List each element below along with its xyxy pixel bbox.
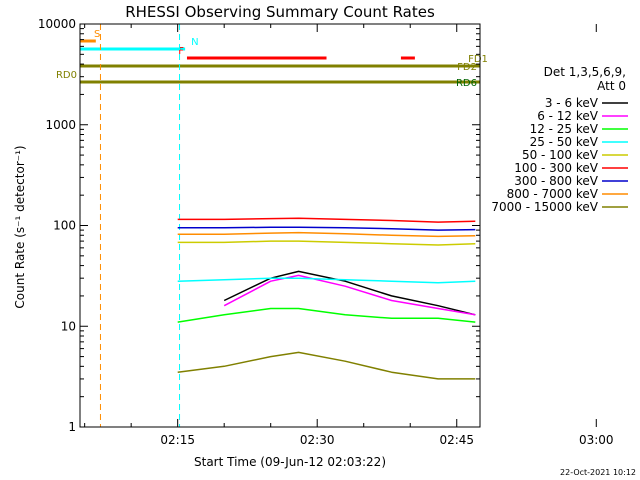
x-tick-label: 02:30: [300, 433, 335, 447]
legend-entry-label: 300 - 800 keV: [514, 174, 598, 188]
series-line-6: [177, 226, 476, 231]
plot-frame: [79, 23, 481, 428]
chart-title: RHESSI Observing Summary Count Rates: [125, 3, 435, 21]
x-tick-label: 02:15: [160, 433, 195, 447]
legend-entry-label: 50 - 100 keV: [522, 148, 599, 162]
series-line-4: [177, 240, 476, 246]
legend-entry-label: 800 - 7000 keV: [507, 187, 599, 201]
series-line-3: [177, 277, 476, 284]
x-axis-label: Start Time (09-Jun-12 02:03:22): [194, 455, 386, 469]
series-line-8: [177, 351, 476, 380]
flag-label-rd6: RD6: [456, 78, 477, 89]
legend-entry-label: 25 - 50 keV: [530, 135, 599, 149]
series-line-2: [177, 307, 476, 323]
legend-entry-label: 7000 - 15000 keV: [491, 200, 598, 214]
legend-header-line1: Det 1,3,5,6,9,: [544, 65, 626, 79]
legend-entry-label: 100 - 300 keV: [514, 161, 598, 175]
flag-label-fd1: FD1: [468, 54, 488, 65]
y-axis-label: Count Rate (s⁻¹ detector⁻¹): [13, 145, 27, 308]
legend-entry-label: 6 - 12 keV: [537, 109, 599, 123]
y-tick-label: 10000: [38, 17, 76, 31]
y-tick-label: 1: [68, 420, 76, 434]
y-tick-label: 10: [61, 319, 76, 333]
legend-header-line2: Att 0: [597, 79, 626, 93]
flag-label-n: N: [191, 37, 198, 48]
axes: 11010010001000002:1502:3002:4503:0003:15…: [38, 17, 614, 447]
flag-label-rd0: RD0: [56, 70, 77, 81]
y-tick-label: 100: [53, 219, 76, 233]
flag-label-fd2: FD2: [457, 62, 477, 73]
series-line-7: [177, 231, 476, 238]
flag-label-f: F: [178, 46, 184, 57]
flag-label-s: S: [94, 29, 100, 40]
legend-entry-label: 3 - 6 keV: [545, 96, 599, 110]
x-tick-label: 02:45: [439, 433, 474, 447]
series-line-5: [177, 217, 476, 223]
data-series: [177, 217, 476, 380]
series-line-1: [223, 274, 476, 316]
legend-entry-label: 12 - 25 keV: [530, 122, 599, 136]
x-tick-label: 03:00: [579, 433, 614, 447]
y-tick-label: 1000: [45, 118, 76, 132]
footer-date: 22-Oct-2021 10:12: [560, 468, 636, 477]
vertical-markers: [79, 24, 181, 427]
